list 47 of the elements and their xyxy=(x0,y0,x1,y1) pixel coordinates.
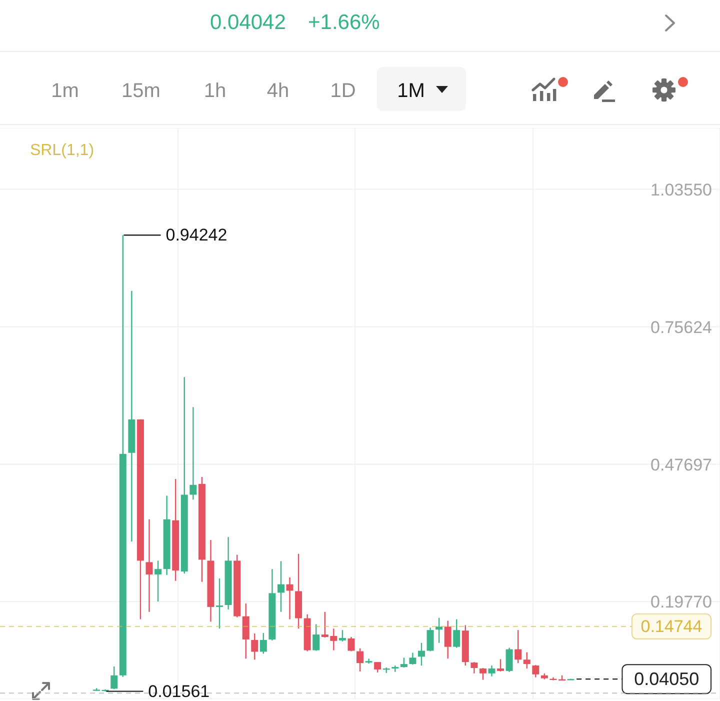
candlestick xyxy=(488,664,496,677)
candlestick xyxy=(409,652,416,666)
ref-line-label: 0.04050 xyxy=(634,669,700,690)
y-tick-label: 0.47697 xyxy=(650,455,712,474)
text: 1h xyxy=(204,80,226,102)
candlestick xyxy=(479,667,486,680)
ref-line-label: 0.14744 xyxy=(640,616,702,636)
candlestick xyxy=(348,636,355,652)
candlestick xyxy=(216,578,223,630)
candlestick xyxy=(400,657,408,668)
text: 15m xyxy=(122,80,160,102)
candlestick xyxy=(444,620,452,660)
candlestick xyxy=(453,618,460,648)
candlestick xyxy=(277,560,284,612)
candlestick xyxy=(242,602,250,660)
candlestick xyxy=(190,406,197,500)
candlestick xyxy=(523,652,530,670)
candlestick xyxy=(470,661,478,674)
y-tick-label: 0.75624 xyxy=(650,318,712,337)
text: 1D xyxy=(330,80,356,102)
candlestick xyxy=(146,518,153,612)
candlestick xyxy=(532,664,540,678)
annotation: SRL(1,1) xyxy=(30,142,94,159)
text: 0.04042 xyxy=(210,11,286,34)
annotation: 0.01561 xyxy=(148,682,210,701)
text: 4h xyxy=(266,80,290,102)
candlestick xyxy=(436,617,443,644)
y-tick-label: 1.03550 xyxy=(650,180,712,200)
candlestick xyxy=(260,632,267,654)
candlestick xyxy=(426,627,434,652)
candlestick xyxy=(374,661,382,674)
candlestick xyxy=(286,576,294,620)
candlestick xyxy=(338,629,346,642)
text: +1.66% xyxy=(308,11,380,34)
candlestick xyxy=(514,629,522,664)
y-tick-label: 0.19770 xyxy=(650,592,712,612)
text: 1m xyxy=(51,80,79,102)
candlestick xyxy=(506,647,513,673)
candlestick xyxy=(154,560,162,602)
candlestick xyxy=(418,642,425,666)
candlestick xyxy=(251,632,258,660)
annotation: 0.94242 xyxy=(166,226,228,245)
candlestick xyxy=(497,658,504,672)
candlestick xyxy=(312,624,320,652)
candlestick xyxy=(110,666,118,690)
text: 1M xyxy=(397,80,425,102)
candlestick xyxy=(356,648,364,672)
